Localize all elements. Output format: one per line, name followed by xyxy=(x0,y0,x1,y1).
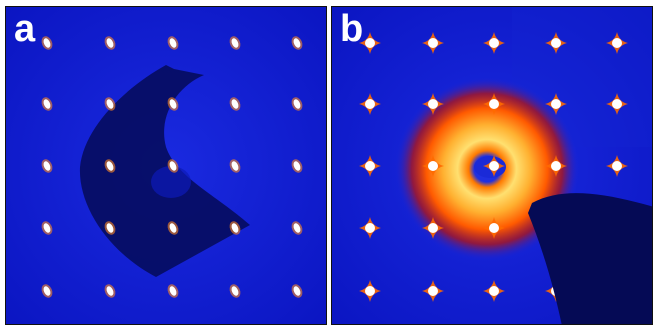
beamstop-shadow-b xyxy=(528,193,652,324)
bragg-spot xyxy=(606,155,628,177)
diffraction-panel-b: b xyxy=(331,6,653,325)
bragg-spot xyxy=(167,97,179,111)
bragg-spot xyxy=(606,93,628,115)
bragg-spot xyxy=(229,36,241,50)
bragg-spot xyxy=(291,159,303,173)
bragg-spot xyxy=(422,217,444,239)
bragg-spot xyxy=(291,97,303,111)
bragg-spot xyxy=(483,217,505,239)
bragg-spot xyxy=(483,93,505,115)
bragg-spot xyxy=(291,221,303,235)
bragg-spot xyxy=(483,155,505,177)
bragg-spot xyxy=(422,280,444,302)
bragg-spot xyxy=(606,32,628,54)
bragg-spot xyxy=(422,155,444,177)
bragg-spot xyxy=(167,284,179,298)
bragg-spot xyxy=(291,284,303,298)
bragg-spot xyxy=(291,36,303,50)
bragg-spot xyxy=(545,32,567,54)
bragg-spot xyxy=(41,159,53,173)
bragg-spot xyxy=(359,93,381,115)
bragg-spot xyxy=(422,32,444,54)
beamstop-tip xyxy=(151,166,191,198)
bragg-spot xyxy=(41,284,53,298)
panel-label-b: b xyxy=(340,8,363,50)
bragg-spot xyxy=(359,32,381,54)
bragg-spot xyxy=(167,221,179,235)
diffraction-panel-a: a xyxy=(5,6,327,325)
bragg-spot xyxy=(104,284,116,298)
bragg-spot xyxy=(104,221,116,235)
bragg-spot xyxy=(229,284,241,298)
bragg-spot xyxy=(41,97,53,111)
bragg-spot xyxy=(167,36,179,50)
bragg-spot xyxy=(545,155,567,177)
bragg-spot xyxy=(41,221,53,235)
bragg-spot xyxy=(104,36,116,50)
bragg-spot xyxy=(359,217,381,239)
bragg-spot xyxy=(167,159,179,173)
bragg-spot xyxy=(229,159,241,173)
bragg-spot xyxy=(422,93,444,115)
bragg-spots-a xyxy=(41,36,303,298)
bragg-spot xyxy=(104,159,116,173)
bragg-spot xyxy=(41,36,53,50)
bragg-spot xyxy=(483,280,505,302)
bragg-spot xyxy=(104,97,116,111)
bragg-spot xyxy=(229,221,241,235)
diffraction-image-b: b xyxy=(332,7,652,324)
bragg-spot xyxy=(545,93,567,115)
bragg-spot xyxy=(483,32,505,54)
bragg-spot xyxy=(359,155,381,177)
bragg-spot xyxy=(359,280,381,302)
panel-label-a: a xyxy=(14,8,36,50)
diffraction-image-a: a xyxy=(6,7,326,324)
bragg-spot xyxy=(229,97,241,111)
